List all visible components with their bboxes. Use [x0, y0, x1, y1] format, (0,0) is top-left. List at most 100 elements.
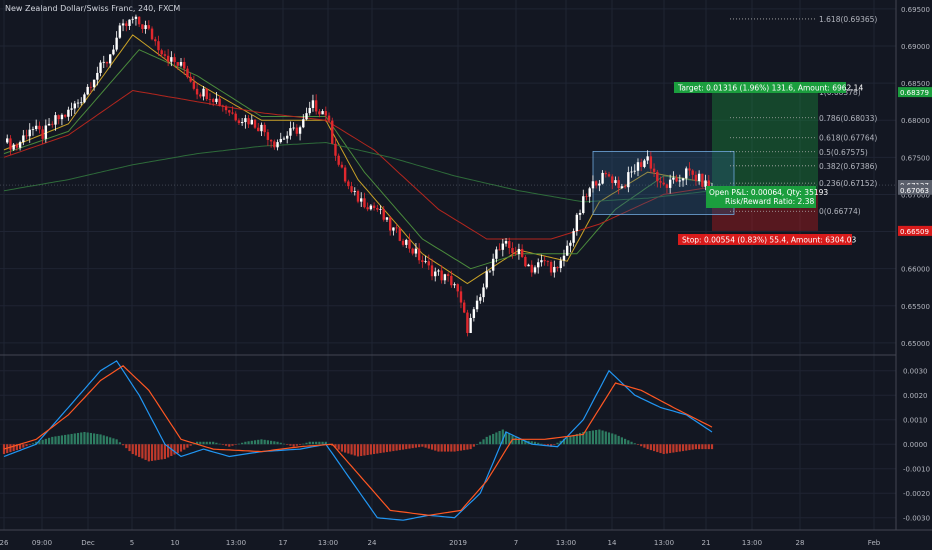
candle-body [572, 231, 575, 243]
candle-body [701, 173, 704, 187]
macd-histogram-bar [614, 434, 617, 445]
macd-histogram-bar [353, 444, 356, 456]
macd-histogram-bar [138, 444, 141, 457]
macd-histogram-bar [99, 434, 102, 445]
candle-body [134, 16, 138, 19]
candle-body [430, 265, 434, 277]
fib-level-label: 0.236(0.67152) [819, 179, 877, 188]
risk-reward-text: Risk/Reward Ratio: 2.38 [725, 197, 814, 206]
candle-body [160, 50, 163, 55]
candle-body [585, 196, 588, 198]
macd-histogram-bar [372, 444, 376, 455]
macd-histogram-bar [360, 444, 363, 456]
fib-level-label: 0(0.66774) [819, 207, 861, 216]
macd-histogram-bar [572, 434, 575, 445]
macd-histogram-bar [595, 430, 598, 445]
candle-body [472, 309, 476, 318]
candle-body [485, 271, 488, 288]
candle-body [231, 112, 234, 114]
symbol-title: New Zealand Dollar/Swiss Franc, 240, FXC… [5, 4, 180, 13]
macd-histogram-bar [578, 432, 582, 445]
macd-tick-label: 0.0030 [903, 368, 928, 376]
macd-histogram-bar [183, 444, 186, 450]
macd-histogram-bar [109, 437, 112, 445]
macd-histogram-bar [286, 444, 289, 445]
macd-histogram-bar [237, 443, 241, 445]
candle-body [125, 23, 128, 26]
candle-body [537, 262, 540, 268]
candle-body [334, 143, 337, 156]
macd-histogram-bar [414, 444, 418, 448]
candle-body [411, 248, 414, 254]
candle-body [327, 115, 331, 121]
macd-histogram-bar [105, 436, 109, 445]
candle-body [556, 266, 559, 269]
open-pl-text: Open P&L: 0.00064, Qty: 35193 [709, 188, 828, 197]
candle-body [228, 110, 231, 113]
candle-body [443, 274, 447, 281]
macd-histogram-bar [698, 444, 701, 450]
macd-histogram-bar [144, 444, 147, 460]
candle-body [678, 180, 682, 182]
candle-body [44, 125, 48, 139]
candle-body [102, 61, 105, 63]
candle-body [83, 94, 86, 103]
candle-body [672, 177, 675, 180]
macd-histogram-bar [514, 437, 517, 445]
candle-body [18, 142, 22, 148]
fib-level-label: 1.618(0.69365) [819, 15, 877, 24]
price-tick-label: 0.66000 [901, 266, 930, 274]
candle-body [369, 205, 373, 210]
candle-body [302, 119, 305, 128]
candle-body [434, 271, 437, 277]
macd-histogram-bar [89, 432, 92, 445]
macd-histogram-bar [86, 432, 89, 445]
stop-label-text: Stop: 0.00554 (0.83%) 55.4, Amount: 6304… [682, 236, 857, 245]
macd-histogram-bar [344, 444, 347, 453]
time-tick-label: 13:00 [742, 539, 762, 547]
macd-histogram-bar [450, 444, 453, 452]
macd-histogram-bar [154, 444, 157, 461]
macd-histogram-bar [591, 430, 595, 445]
grid-lines [0, 0, 932, 530]
candle-body [224, 106, 228, 111]
time-tick-label: 10 [171, 539, 180, 547]
candle-body [324, 111, 328, 116]
candle-body [211, 99, 215, 103]
macd-tick-label: -0.0010 [903, 466, 930, 474]
candle-body [623, 186, 627, 188]
candle-body [195, 88, 199, 95]
candle-body [166, 55, 170, 62]
price-tick-label: 0.65000 [901, 340, 930, 348]
macd-line [3, 360, 713, 521]
candle-body [279, 138, 282, 143]
macd-histogram-bar [508, 433, 511, 445]
macd-histogram-bar [121, 444, 125, 446]
macd-histogram-bar [311, 441, 315, 445]
macd-histogram-bar [366, 444, 369, 456]
macd-histogram-bar [376, 444, 379, 454]
macd-histogram-bar [47, 437, 51, 445]
macd-histogram-bar [556, 442, 559, 445]
macd-histogram-bar [160, 444, 163, 460]
macd-histogram-bar [488, 435, 492, 445]
price-tick-label: 0.69000 [901, 43, 930, 51]
signal-line [3, 365, 713, 516]
macd-histogram-bar [253, 440, 257, 445]
candle-body [559, 260, 562, 269]
candle-body [475, 300, 479, 310]
candle-body [356, 191, 360, 202]
candle-body [9, 138, 12, 150]
macd-histogram-bar [588, 430, 591, 445]
macd-histogram-bar [427, 444, 430, 449]
macd-histogram-bar [228, 444, 231, 447]
candle-body [501, 243, 505, 250]
macd-tick-label: -0.0020 [903, 490, 930, 498]
macd-histogram-bar [430, 444, 434, 450]
macd-histogram-bar [147, 444, 150, 462]
time-tick-label: 13:00 [654, 539, 674, 547]
candle-body [208, 99, 212, 100]
macd-histogram-bar [173, 444, 176, 455]
macd-histogram-bar [617, 435, 620, 445]
